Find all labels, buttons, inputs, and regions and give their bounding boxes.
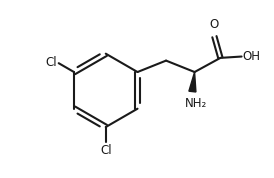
Text: Cl: Cl	[45, 56, 56, 69]
Text: OH: OH	[243, 50, 261, 63]
Text: NH₂: NH₂	[185, 97, 207, 110]
Polygon shape	[189, 72, 196, 92]
Text: Cl: Cl	[100, 144, 112, 157]
Text: O: O	[210, 18, 219, 31]
